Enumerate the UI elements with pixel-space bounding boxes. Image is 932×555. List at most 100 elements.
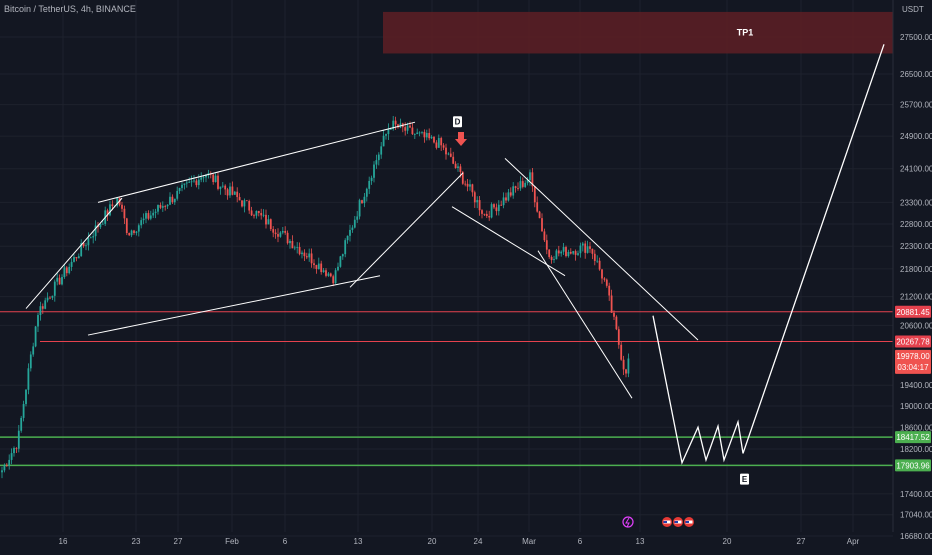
candle-body xyxy=(229,186,231,196)
candles xyxy=(1,115,630,479)
horizontal-levels[interactable] xyxy=(0,311,893,467)
candle-body xyxy=(82,243,85,247)
candle-body xyxy=(584,243,587,253)
candle-body xyxy=(161,206,164,208)
candle-body xyxy=(471,184,474,193)
trend-line[interactable] xyxy=(97,121,416,203)
candle-body xyxy=(1,470,3,473)
candle-body xyxy=(125,218,128,233)
drawings[interactable] xyxy=(25,44,885,465)
candle-body xyxy=(406,125,409,131)
candle-body xyxy=(334,270,337,284)
candle-body xyxy=(49,297,51,299)
candle-body xyxy=(586,246,589,253)
tag-18417-text: 18417.52 xyxy=(896,433,930,442)
candle-body xyxy=(241,200,243,207)
candle-body xyxy=(61,277,63,285)
trend-line[interactable] xyxy=(25,197,123,309)
candle-body xyxy=(109,204,111,216)
candle-body xyxy=(267,219,270,225)
candle-body xyxy=(404,127,407,131)
candle-body xyxy=(255,210,258,216)
trend-line[interactable] xyxy=(349,172,464,288)
price-tick-label: 18600.00 xyxy=(900,423,932,432)
candle-body xyxy=(536,202,539,212)
time-axis[interactable]: 16 23 27 Feb 6 13 20 24 Mar 6 13 20 27 Apr xyxy=(59,537,860,546)
candle-body xyxy=(603,278,606,280)
projection-path[interactable] xyxy=(652,44,885,465)
candle-body xyxy=(89,237,92,239)
candle-body xyxy=(298,247,301,255)
candle-body xyxy=(22,404,25,418)
candle-body xyxy=(572,251,575,254)
candle-body xyxy=(315,265,318,270)
price-tick-label: 21800.00 xyxy=(900,265,932,274)
candle-body xyxy=(385,134,387,136)
candle-body xyxy=(130,230,133,236)
candle-body xyxy=(476,200,479,203)
candle-body xyxy=(457,166,459,169)
time-tick-label: 20 xyxy=(428,537,437,546)
tag-20267-text: 20267.78 xyxy=(896,338,930,347)
candle-body xyxy=(416,132,419,135)
price-tick-label: 19000.00 xyxy=(900,402,932,411)
candle-body xyxy=(310,253,313,264)
candle-body xyxy=(521,181,524,187)
candle-body xyxy=(411,127,414,135)
candle-body xyxy=(272,229,275,233)
candle-body xyxy=(454,163,457,169)
candle-body xyxy=(183,183,186,185)
candle-body xyxy=(212,174,215,183)
markers: DE xyxy=(453,116,749,528)
candle-body xyxy=(505,197,507,201)
tp1-box[interactable] xyxy=(383,11,893,54)
candle-body xyxy=(137,225,140,232)
candle-body xyxy=(625,369,627,374)
candle-body xyxy=(13,447,15,454)
symbol-title[interactable]: Bitcoin / TetherUS, 4h, BINANCE xyxy=(4,4,136,14)
candle-body xyxy=(613,312,615,317)
candle-body xyxy=(303,252,306,257)
candle-body xyxy=(68,266,71,274)
candle-body xyxy=(562,247,565,252)
candle-body xyxy=(356,216,359,220)
candle-body xyxy=(464,183,467,185)
tp1-zone[interactable]: TP1 xyxy=(383,11,893,54)
candle-body xyxy=(56,277,59,282)
candle-body xyxy=(593,253,596,261)
candle-body xyxy=(409,125,411,128)
candle-body xyxy=(375,160,378,165)
time-tick-label: 16 xyxy=(59,537,68,546)
price-tick-label: 23300.00 xyxy=(900,198,932,207)
candle-body xyxy=(75,257,78,259)
candle-body xyxy=(397,124,399,128)
candle-body xyxy=(178,187,181,191)
trend-line[interactable] xyxy=(537,250,633,399)
price-tick-label: 22300.00 xyxy=(900,242,932,251)
candle-body xyxy=(526,180,529,183)
candle-body xyxy=(128,232,131,236)
candle-body xyxy=(111,204,114,207)
tag-20267-bg xyxy=(895,335,931,348)
candle-body xyxy=(483,213,486,215)
candle-body xyxy=(41,306,44,309)
candle-body xyxy=(152,212,155,216)
candle-body xyxy=(279,232,282,237)
time-tick-label: Feb xyxy=(225,537,239,546)
price-tick-label: 17040.00 xyxy=(900,511,932,520)
candle-body xyxy=(423,131,426,138)
trend-line[interactable] xyxy=(87,275,381,336)
candle-body xyxy=(389,129,392,130)
tp1-label: TP1 xyxy=(737,28,754,38)
candle-body xyxy=(291,240,294,249)
candle-body xyxy=(361,200,363,204)
candle-body xyxy=(233,191,236,195)
price-axis[interactable]: 27500.00 26500.00 25700.00 24900.00 24100.00… xyxy=(892,0,932,541)
candle-body xyxy=(574,251,577,255)
price-tick-label: 18200.00 xyxy=(900,445,932,454)
candle-body xyxy=(548,249,551,257)
candle-body xyxy=(485,213,488,217)
trend-line[interactable] xyxy=(504,158,699,341)
